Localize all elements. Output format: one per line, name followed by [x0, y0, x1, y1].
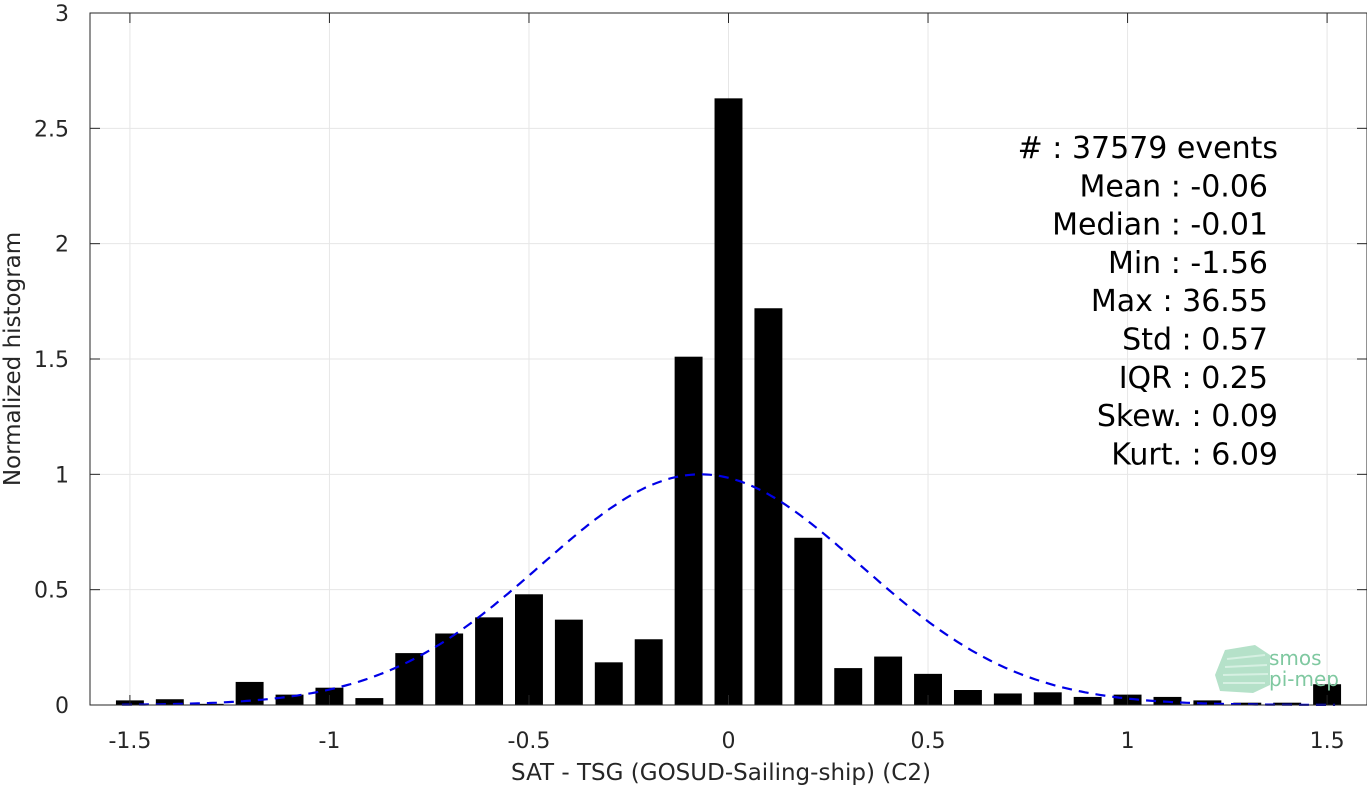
stat-line: Max : 36.55: [1091, 284, 1268, 319]
y-tick-label: 2.5: [34, 117, 69, 142]
histogram-bars: [115, 98, 1342, 705]
y-axis-ticks: 0 0.5 1 1.5 2 2.5 3: [34, 2, 1367, 719]
stat-line: Skew. : 0.09: [1097, 399, 1278, 434]
histogram-bar: [235, 681, 264, 705]
x-tick-label: 0: [722, 729, 736, 754]
histogram-bar: [594, 662, 623, 705]
stat-line: Min : -1.56: [1108, 246, 1268, 281]
stat-line: IQR : 0.25: [1119, 361, 1268, 396]
y-tick-label: 0.5: [34, 579, 69, 604]
gaussian-fit-curve: [121, 473, 1336, 706]
stat-line: Kurt. : 6.09: [1111, 437, 1278, 472]
histogram-bar: [1033, 692, 1062, 705]
histogram-bar: [1233, 702, 1262, 705]
y-tick-label: 0: [55, 694, 69, 719]
histogram-bar: [515, 594, 543, 705]
histogram-bar: [714, 98, 743, 705]
histogram-bar: [1193, 700, 1222, 705]
histogram-bar: [834, 668, 863, 705]
x-tick-label: 1.5: [1310, 729, 1345, 754]
y-axis-title: Normalized histogram: [0, 232, 26, 486]
histogram-bar: [275, 694, 304, 705]
stat-line: Median : -0.01: [1052, 208, 1268, 243]
histogram-bar: [355, 698, 384, 705]
histogram-bar: [993, 693, 1022, 705]
histogram-bar: [794, 537, 823, 705]
logo-text-smos: smos: [1269, 646, 1322, 670]
histogram-bar: [1313, 684, 1342, 705]
x-axis-title: SAT - TSG (GOSUD-Sailing-ship) (C2): [511, 760, 931, 786]
histogram-bar: [475, 617, 504, 705]
x-tick-label: -1.5: [108, 729, 151, 754]
x-tick-label: 1: [1121, 729, 1135, 754]
histogram-bar: [634, 639, 663, 705]
x-axis-ticks: -1.5 -1 -0.5 0 0.5 1 1.5: [108, 13, 1345, 754]
y-tick-label: 3: [55, 2, 69, 27]
stat-line: Mean : -0.06: [1079, 169, 1268, 204]
histogram-bar: [155, 699, 184, 705]
smos-pi-mep-logo: smos pi-mep: [1215, 645, 1339, 693]
histogram-bar: [674, 356, 703, 705]
y-tick-label: 2: [55, 233, 69, 258]
y-tick-label: 1.5: [34, 348, 69, 373]
histogram-bar: [754, 308, 783, 705]
y-tick-label: 1: [55, 463, 69, 488]
stat-line: # : 37579 events: [1018, 131, 1278, 166]
histogram-bar: [953, 690, 982, 705]
x-tick-label: 0.5: [911, 729, 946, 754]
histogram-bar: [1073, 696, 1102, 705]
histogram-bar: [874, 656, 903, 705]
x-tick-label: -1: [318, 729, 340, 754]
logo-shape-icon: [1215, 645, 1270, 693]
histogram-bar: [195, 703, 224, 705]
histogram-bar: [554, 619, 583, 705]
x-tick-label: -0.5: [508, 729, 551, 754]
stat-line: Std : 0.57: [1122, 323, 1268, 358]
logo-text-pimep: pi-mep: [1269, 667, 1339, 691]
